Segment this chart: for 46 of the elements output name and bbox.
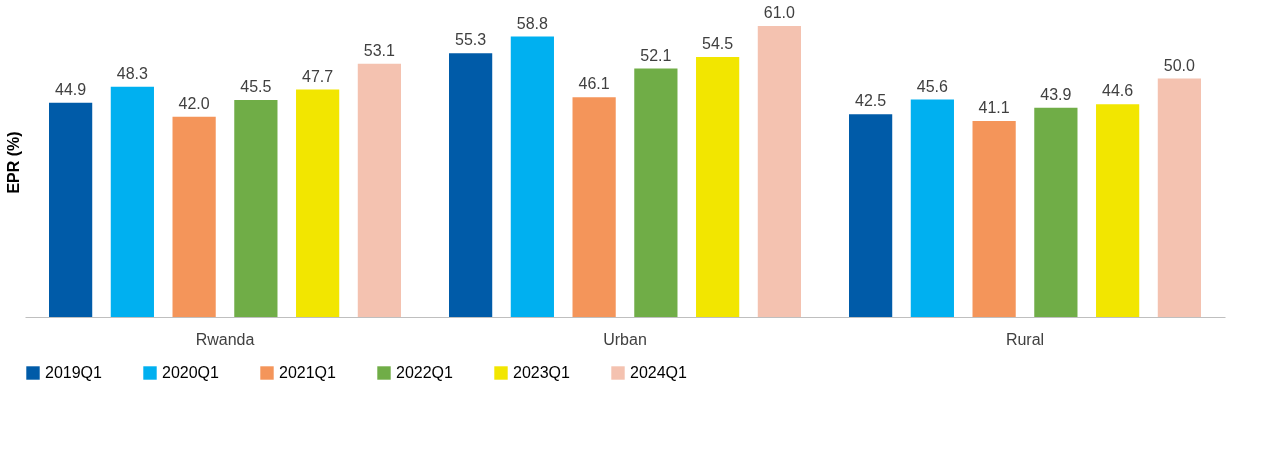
- bar: [1034, 107, 1078, 317]
- data-label: 55.3: [455, 31, 487, 49]
- bar: [449, 53, 493, 317]
- bar: [696, 57, 740, 317]
- y-axis-title: EPR (%): [4, 131, 22, 194]
- x-tick-label: Rwanda: [195, 330, 255, 348]
- data-label: 48.3: [116, 64, 149, 82]
- data-label: 42.5: [855, 92, 887, 110]
- data-label: 54.5: [702, 35, 734, 53]
- legend-label: 2022Q1: [396, 364, 454, 381]
- data-label: 44.6: [1102, 82, 1134, 100]
- data-label: 42.0: [178, 94, 210, 112]
- bar: [172, 116, 216, 317]
- data-label: 52.1: [640, 46, 672, 64]
- bar: [1096, 104, 1140, 317]
- legend-label: 2019Q1: [45, 364, 103, 381]
- data-label: 58.8: [516, 14, 549, 32]
- bar: [357, 63, 401, 317]
- bar: [757, 26, 801, 317]
- bar: [572, 97, 616, 317]
- data-label: 53.1: [363, 41, 396, 59]
- bar: [972, 120, 1016, 317]
- x-tick-label: Rural: [1005, 330, 1045, 348]
- bar: [510, 36, 554, 317]
- data-label: 50.0: [1163, 56, 1196, 74]
- x-tick-label: Urban: [603, 330, 647, 348]
- legend-label: 2023Q1: [513, 364, 571, 381]
- data-label: 45.6: [916, 77, 949, 95]
- legend-label: 2021Q1: [279, 364, 337, 381]
- data-label: 61.0: [763, 4, 796, 22]
- data-label: 44.9: [55, 80, 87, 98]
- bar: [110, 86, 154, 317]
- bar: [849, 114, 893, 317]
- bar: [1157, 78, 1201, 317]
- data-label: 45.5: [240, 78, 272, 95]
- bar: [910, 99, 954, 317]
- bar: [634, 68, 678, 317]
- data-label: 43.9: [1040, 85, 1072, 103]
- data-label: 46.1: [578, 75, 610, 93]
- data-label: 41.1: [978, 98, 1010, 116]
- legend-label: 2024Q1: [630, 364, 688, 381]
- bar: [234, 100, 278, 317]
- data-label: 47.7: [302, 67, 334, 85]
- bar: [296, 89, 340, 317]
- legend-label: 2020Q1: [162, 364, 220, 381]
- bar: [49, 102, 93, 317]
